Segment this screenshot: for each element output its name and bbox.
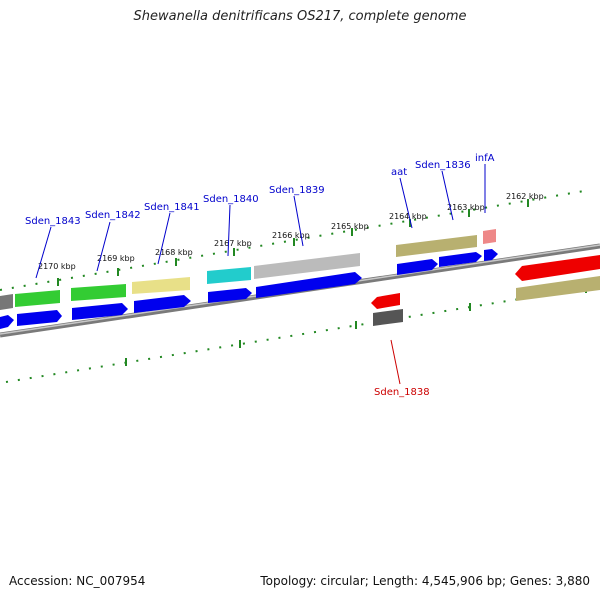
kbp-2163: 2163 kbp xyxy=(447,203,485,212)
gene-label-aat: aat xyxy=(391,167,407,178)
gene-label-sden-1836: Sden_1836 xyxy=(415,160,471,171)
label-leaders xyxy=(35,164,486,385)
gene-bar-1841 xyxy=(132,277,190,294)
accession-text: Accession: NC_007954 xyxy=(9,574,146,588)
gene-label-sden-1843: Sden_1843 xyxy=(25,216,81,227)
gene-bar-1838-red xyxy=(371,293,400,309)
kbp-2164: 2164 kbp xyxy=(389,212,427,221)
gene-label-sden-1840: Sden_1840 xyxy=(203,194,259,205)
gene-bar-right-red xyxy=(515,255,600,281)
gene-label-sden-1841: Sden_1841 xyxy=(144,202,200,213)
kbp-2169: 2169 kbp xyxy=(97,254,135,263)
forward-genes xyxy=(0,229,496,310)
kbp-2162: 2162 kbp xyxy=(506,192,544,201)
kbp-2170: 2170 kbp xyxy=(38,262,76,271)
kbp-2165: 2165 kbp xyxy=(331,222,369,231)
gene-bar-1842 xyxy=(71,284,126,301)
gene-bar-infA xyxy=(483,229,496,244)
inner-ruler xyxy=(5,285,600,383)
gene-label-sden-1839: Sden_1839 xyxy=(269,185,325,196)
gene-bar-1843 xyxy=(15,290,60,307)
gene-bar-1840 xyxy=(207,267,251,284)
gene-bar-right-olive xyxy=(516,276,600,301)
kbp-2167: 2167 kbp xyxy=(214,239,252,248)
gene-bar-1838-gray xyxy=(373,309,403,326)
cds-arrows-forward xyxy=(0,249,498,329)
gene-labels: Sden_1843 Sden_1842 Sden_1841 Sden_1840 … xyxy=(25,153,495,398)
topology-text: Topology: circular; Length: 4,545,906 bp… xyxy=(260,574,590,588)
gene-label-infa: infA xyxy=(475,153,495,164)
gene-bar-1839 xyxy=(254,253,360,279)
gene-bar-gray-left xyxy=(0,294,13,310)
outer-ruler xyxy=(0,189,591,291)
map-title: Shewanella denitrificans OS217, complete… xyxy=(133,9,467,24)
kbp-2166: 2166 kbp xyxy=(272,231,310,240)
kbp-labels: 2170 kbp 2169 kbp 2168 kbp 2167 kbp 2166… xyxy=(38,192,544,271)
reverse-genes xyxy=(371,255,600,326)
gene-bar-aat xyxy=(396,235,477,257)
kbp-2168: 2168 kbp xyxy=(155,248,193,257)
gene-label-sden-1842: Sden_1842 xyxy=(85,210,141,221)
gene-label-sden-1838: Sden_1838 xyxy=(374,387,430,398)
